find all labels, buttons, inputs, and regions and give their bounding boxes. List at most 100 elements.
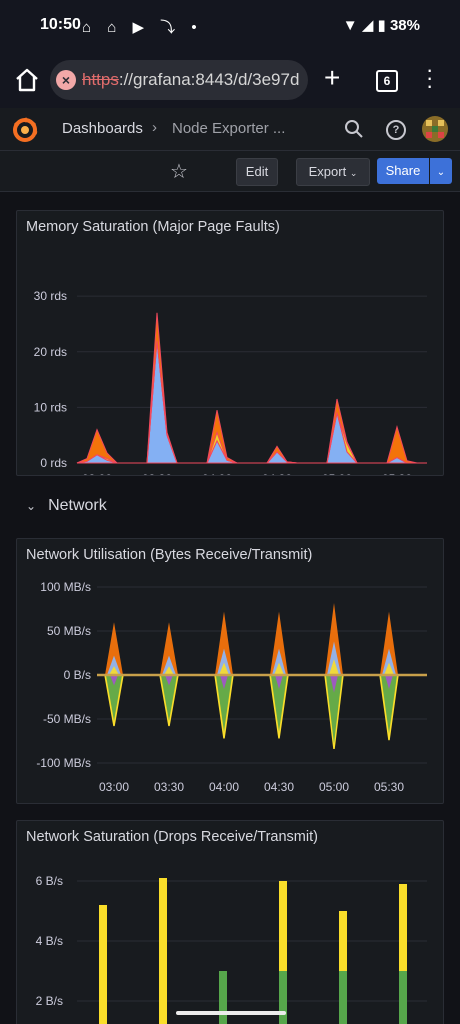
- bar: [399, 884, 407, 971]
- browser-toolbar: × https://grafana:8443/d/3e97d + 6 · · ·: [0, 52, 460, 108]
- x-tick-label: 05:30: [382, 472, 412, 475]
- y-tick-label: 6 B/s: [36, 874, 63, 888]
- not-secure-icon[interactable]: ×: [56, 70, 76, 90]
- x-tick-label: 03:00: [82, 472, 112, 475]
- spike: [327, 641, 341, 675]
- chevron-down-icon: ⌄: [26, 499, 37, 513]
- status-bar: 10:50 ⌂ ⌂ ▶ ⤵ • ▼ ◢ ▮ 38%: [0, 0, 460, 52]
- spike: [219, 662, 229, 675]
- chevron-down-icon: ⌄: [436, 167, 446, 178]
- area-series: [76, 312, 427, 464]
- bar: [99, 905, 107, 1024]
- spike: [272, 648, 286, 675]
- spike: [271, 675, 287, 732]
- y-tick-label: 30 rds: [34, 289, 67, 303]
- search-icon[interactable]: [344, 119, 364, 139]
- edit-button[interactable]: Edit: [236, 158, 278, 186]
- notification-icons: ⌂ ⌂ ▶ ⤵ •: [82, 19, 203, 36]
- breadcrumb-separator: ›: [152, 119, 157, 136]
- home-icon[interactable]: [14, 68, 40, 92]
- avatar[interactable]: [422, 116, 448, 142]
- y-tick-label: 10 rds: [34, 400, 67, 414]
- panel-title: Memory Saturation (Major Page Faults): [26, 219, 280, 235]
- avatar-pattern-icon: [426, 120, 444, 138]
- chevron-down-icon: ⌄: [349, 168, 358, 178]
- grafana-header: Dashboards › Node Exporter ... ?: [0, 108, 460, 151]
- x-tick-label: 03:30: [142, 472, 172, 475]
- breadcrumb-dashboards[interactable]: Dashboards: [62, 120, 143, 137]
- url-text[interactable]: https://grafana:8443/d/3e97d: [82, 70, 299, 90]
- network-utilisation-panel[interactable]: Network Utilisation (Bytes Receive/Trans…: [16, 538, 444, 804]
- network-saturation-panel[interactable]: Network Saturation (Drops Receive/Transm…: [16, 820, 444, 1024]
- network-saturation-chart[interactable]: 6 B/s 4 B/s 2 B/s: [17, 821, 443, 1024]
- panel-title: Network Utilisation (Bytes Receive/Trans…: [26, 547, 313, 563]
- spike: [162, 655, 176, 675]
- dashboard-content[interactable]: Memory Saturation (Major Page Faults) 30…: [0, 192, 460, 1024]
- bar: [219, 971, 227, 1024]
- spike: [325, 602, 343, 675]
- spike: [110, 675, 118, 686]
- spike: [380, 611, 398, 675]
- battery-percent: 38%: [389, 17, 420, 34]
- spike: [220, 675, 228, 690]
- more-menu-icon[interactable]: · · ·: [426, 57, 434, 98]
- export-button[interactable]: Export ⌄: [296, 158, 370, 186]
- spike: [330, 675, 338, 693]
- bar: [279, 881, 287, 971]
- gesture-nav-bar[interactable]: [176, 1011, 286, 1015]
- url-bar[interactable]: × https://grafana:8443/d/3e97d: [50, 60, 308, 100]
- area-series: [76, 340, 427, 464]
- spike: [274, 662, 284, 675]
- help-icon[interactable]: ?: [386, 120, 406, 140]
- memory-saturation-panel[interactable]: Memory Saturation (Major Page Faults) 30…: [16, 210, 444, 476]
- spike: [382, 648, 396, 675]
- bar: [399, 971, 407, 1024]
- spike: [109, 666, 119, 675]
- x-tick-label: 05:30: [374, 780, 404, 794]
- grafana-logo-icon[interactable]: [12, 117, 38, 143]
- y-tick-label: -100 MB/s: [36, 756, 91, 770]
- bar: [339, 971, 347, 1024]
- y-tick-label: 4 B/s: [36, 934, 63, 948]
- spike: [270, 611, 288, 675]
- bar: [159, 878, 167, 1024]
- export-label: Export: [308, 164, 347, 179]
- star-icon[interactable]: ☆: [170, 161, 188, 183]
- x-tick-label: 04:30: [262, 472, 292, 475]
- spike: [105, 622, 123, 675]
- share-button[interactable]: Share: [377, 158, 429, 184]
- dashboard-toolbar: ☆ Edit Export ⌄ Share ⌄: [0, 151, 460, 192]
- url-protocol: https: [82, 70, 119, 89]
- y-tick-label: 50 MB/s: [47, 624, 91, 638]
- x-tick-label: 05:00: [319, 780, 349, 794]
- network-utilisation-chart[interactable]: 100 MB/s 50 MB/s 0 B/s -50 MB/s -100 MB/s 03:…: [17, 539, 443, 803]
- x-tick-label: 04:00: [202, 472, 232, 475]
- url-rest: ://grafana:8443/d/3e97d: [118, 70, 300, 89]
- x-tick-label: 04:00: [209, 780, 239, 794]
- x-tick-label: 03:30: [154, 780, 184, 794]
- y-tick-label: 0 rds: [40, 456, 67, 470]
- new-tab-icon[interactable]: +: [324, 62, 341, 93]
- y-tick-label: 20 rds: [34, 345, 67, 359]
- status-time: 10:50: [40, 16, 81, 33]
- tab-switcher-button[interactable]: 6: [376, 70, 398, 92]
- bar: [279, 971, 287, 1024]
- wifi-icon: ▼: [342, 17, 358, 34]
- memory-saturation-chart[interactable]: 30 rds 20 rds 10 rds 0 rds 03:00 03:30 04:00 04…: [17, 211, 443, 475]
- y-tick-label: 2 B/s: [36, 994, 63, 1008]
- share-options-button[interactable]: ⌄: [430, 158, 452, 184]
- spike: [275, 675, 283, 690]
- spike: [217, 648, 231, 675]
- network-row-header[interactable]: ⌄ Network: [26, 497, 107, 515]
- spike: [216, 675, 232, 732]
- panel-title: Network Saturation (Drops Receive/Transm…: [26, 829, 318, 845]
- spike: [165, 675, 173, 686]
- battery-icon: ▮: [377, 17, 386, 34]
- y-tick-label: -50 MB/s: [43, 712, 91, 726]
- x-tick-label: 03:00: [99, 780, 129, 794]
- spike: [161, 675, 177, 721]
- spike: [384, 662, 394, 675]
- spike: [160, 622, 178, 675]
- spike: [107, 655, 121, 675]
- breadcrumb-current: Node Exporter ...: [172, 120, 286, 137]
